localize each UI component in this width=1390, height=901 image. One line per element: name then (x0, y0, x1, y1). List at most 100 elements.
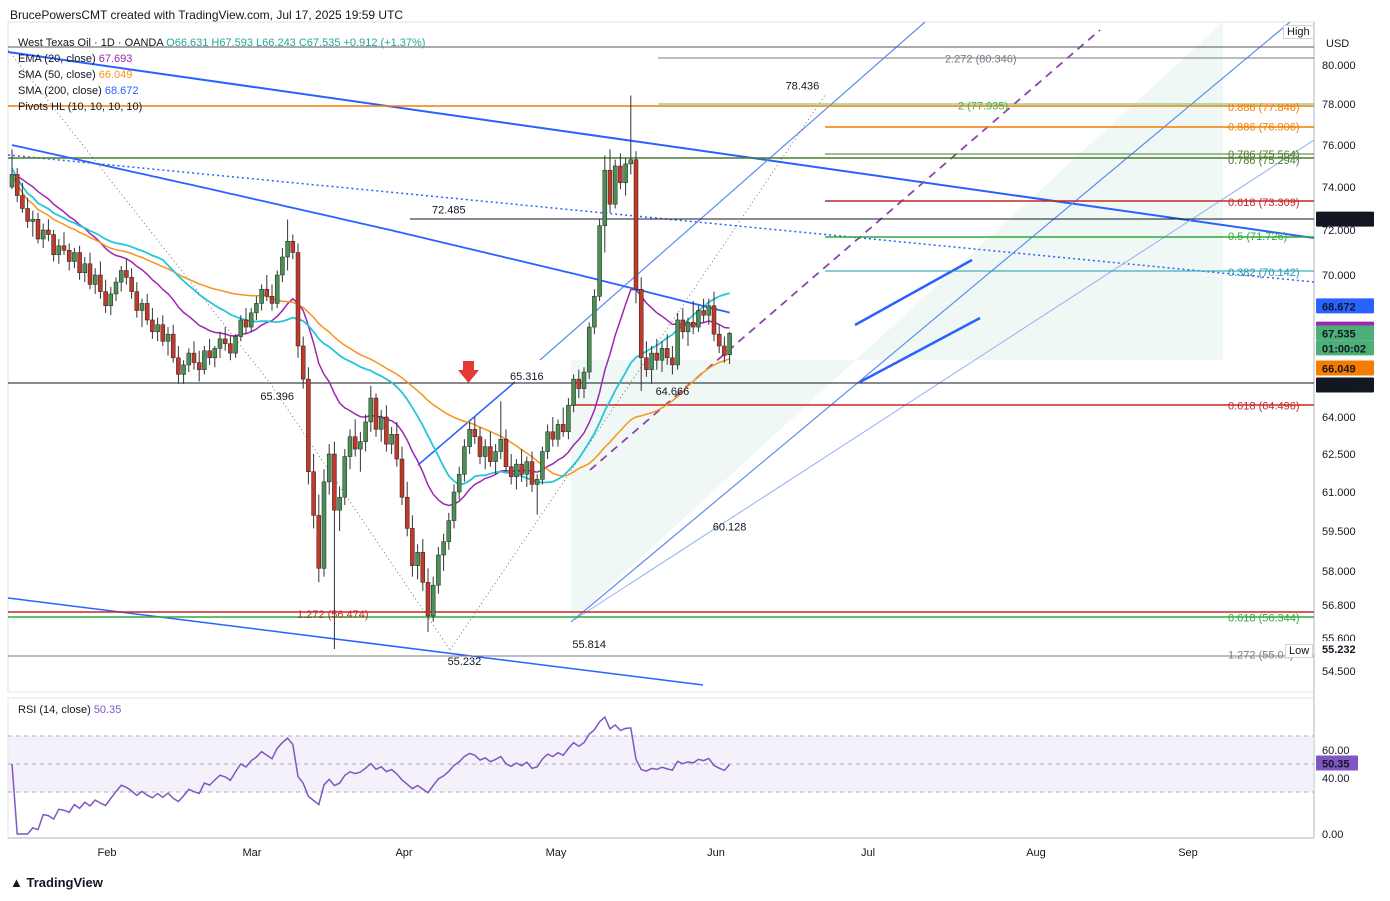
time-tick-label: Apr (395, 847, 412, 859)
rsi-badge-bg (1316, 755, 1358, 771)
candle-body (524, 461, 530, 475)
candle-body (373, 397, 379, 430)
candle-body (633, 159, 639, 290)
candle-body (77, 252, 82, 273)
price-tick-label: 76.000 (1322, 140, 1356, 152)
candle-body (202, 350, 207, 370)
candle-body (623, 163, 628, 184)
price-badge-bg (1316, 211, 1374, 227)
currency-label[interactable]: USD (1326, 38, 1350, 50)
brand[interactable]: ▲ TradingView (10, 875, 103, 890)
rsi-value: 50.35 (93, 704, 122, 716)
drawing-line-0 (8, 51, 1314, 239)
candle-body (118, 270, 124, 283)
candle-body (113, 281, 119, 295)
legend-ema-name: EMA (20, close) (18, 53, 96, 65)
candle-body (706, 305, 712, 316)
candle-body (545, 431, 550, 452)
candle-body (425, 582, 431, 617)
candle-body (498, 438, 504, 452)
rsi-tick-label: 0.00 (1322, 829, 1343, 841)
legend-sma50[interactable]: SMA (50, close) 66.049 (18, 67, 425, 83)
candle-body (722, 345, 727, 356)
price-tick-label: 54.500 (1322, 666, 1356, 678)
candle-body (82, 263, 88, 273)
fib-label-6: 0.618 (73.309) (1228, 197, 1300, 209)
candle-body (165, 333, 171, 342)
candle-body (108, 293, 114, 307)
down-arrow-icon (458, 361, 479, 383)
candle-body (586, 326, 592, 373)
candle-body (170, 333, 176, 359)
sma-teal-line (11, 167, 730, 486)
candle-body (243, 319, 249, 328)
candle-body (207, 350, 212, 359)
price-tick-label: 70.000 (1322, 270, 1356, 282)
price-tick-label: 72.000 (1322, 225, 1356, 237)
candle-body (654, 352, 660, 361)
candle-body (410, 528, 415, 566)
price-tick-label: 74.000 (1322, 182, 1356, 194)
time-tick-label: Aug (1026, 847, 1046, 859)
candle-body (493, 451, 498, 462)
candle-body (155, 324, 160, 333)
rsi-legend[interactable]: RSI (14, close) 50.35 (18, 704, 121, 716)
candle-body (446, 520, 452, 542)
candle-body (191, 352, 197, 363)
pivot-label-5: 60.128 (713, 522, 747, 534)
candle-body (316, 515, 322, 569)
fib-label-10: 1.272 (56.474) (297, 609, 369, 621)
rsi-tick-label: 60.00 (1322, 745, 1350, 757)
drawing-line-5 (570, 22, 1291, 623)
candle-body (228, 343, 233, 354)
legend-ema[interactable]: EMA (20, close) 67.693 (18, 51, 425, 67)
legend-sma200[interactable]: SMA (200, close) 68.672 (18, 83, 425, 99)
candle-body (456, 474, 462, 493)
candle-body (467, 429, 472, 447)
candle-body (384, 416, 389, 445)
candle-body (576, 378, 582, 389)
candle-body (332, 453, 337, 511)
candle-body (129, 277, 134, 292)
drawing-line-9 (589, 29, 1101, 471)
low-label: Low (1285, 644, 1314, 658)
candle-body (368, 397, 374, 423)
candle-body (685, 322, 691, 333)
time-tick-label: Feb (98, 847, 117, 859)
candle-body (285, 241, 290, 258)
symbol-legend: West Texas Oil · 1D · OANDA O66.631 H67.… (18, 35, 425, 51)
ohlc-values: O66.631 H67.593 L66.243 C67.535 +0.912 (… (166, 37, 426, 49)
candle-body (644, 357, 649, 370)
pivot-label-3: 64.666 (656, 386, 690, 398)
fib-label-0: 2.272 (80.346) (945, 53, 1017, 65)
price-badge-bg (1316, 360, 1374, 376)
candle-body (342, 456, 348, 498)
candle-body (436, 554, 441, 586)
candle-body (92, 274, 98, 285)
price-badge-bg (1316, 377, 1374, 393)
fib-label-12: 1.272 (55.0..) (1228, 650, 1293, 662)
legend-sma50-name: SMA (50, close) (18, 69, 96, 81)
candle-body (560, 424, 566, 433)
candle-body (233, 336, 238, 354)
candle-body (46, 229, 51, 235)
time-tick-label: May (546, 847, 567, 859)
candle-body (30, 219, 36, 222)
fib-label-8: 0.382 (70.142) (1228, 267, 1300, 279)
candle-body (61, 245, 67, 251)
candle-body (430, 584, 436, 617)
candle-body (690, 322, 696, 328)
fib-label-2: 0.886 (77.846) (1228, 102, 1300, 114)
legend-pivots[interactable]: Pivots HL (10, 10, 10, 10) (18, 99, 425, 115)
price-badge-text: 68.672 (1322, 301, 1356, 313)
candle-body (363, 421, 368, 442)
fib-label-1: 2 (77.935) (958, 100, 1008, 112)
price-tick-label: 56.800 (1322, 600, 1356, 612)
candle-body (9, 174, 15, 188)
candle-body (488, 446, 493, 462)
candle-body (503, 438, 509, 467)
candle-body (529, 461, 535, 485)
price-tick-label: 61.000 (1322, 487, 1356, 499)
fib-label-7: 0.5 (71.726) (1228, 231, 1287, 243)
